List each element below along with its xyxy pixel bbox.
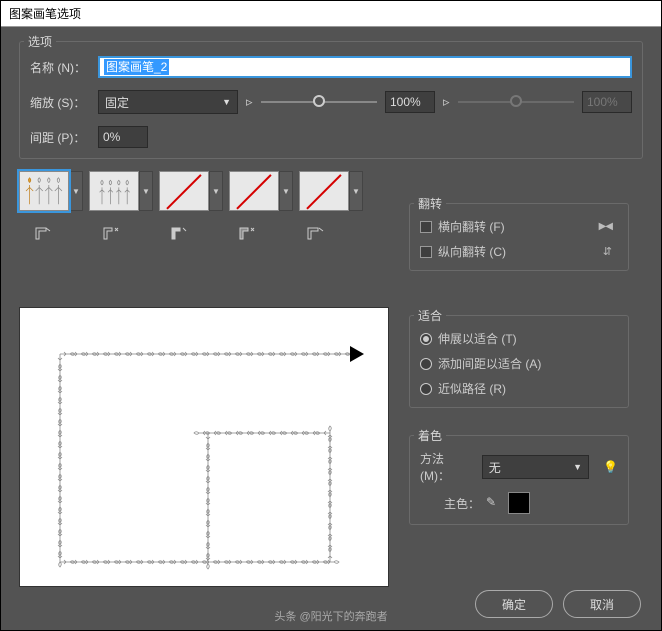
spacing-label: 间距 (P)： xyxy=(30,129,90,146)
watermark-text: 头条 @阳光下的奔跑者 xyxy=(274,608,387,624)
corner-type-5[interactable] xyxy=(303,223,327,245)
chevron-down-icon: ▼ xyxy=(573,462,582,472)
tile-end-dropdown[interactable]: ▼ xyxy=(349,171,363,211)
lightbulb-icon[interactable]: 💡 xyxy=(603,460,618,474)
tile-inner-corner[interactable]: ▼ xyxy=(159,171,223,211)
fit-stretch-radio[interactable] xyxy=(420,333,432,345)
scale-mode-select[interactable]: 固定 ▼ xyxy=(98,90,238,114)
corner-type-3[interactable] xyxy=(167,223,191,245)
name-value: 图案画笔_2 xyxy=(104,59,169,75)
slider-knob[interactable] xyxy=(313,95,325,107)
scale-label: 缩放 (S)： xyxy=(30,94,90,111)
method-label: 方法 (M)： xyxy=(420,450,476,484)
tile-inner-corner-dropdown[interactable]: ▼ xyxy=(209,171,223,211)
corner-type-1[interactable] xyxy=(31,223,55,245)
options-legend: 选项 xyxy=(24,33,56,50)
pattern-brush-options-dialog: 图案画笔选项 选项 名称 (N)： 图案画笔_2 缩放 (S)： 固定 ▼ ▹ xyxy=(0,0,662,631)
button-row: 确定 取消 xyxy=(475,590,641,618)
diagonal-none-icon xyxy=(167,174,201,208)
tile-end-thumb xyxy=(299,171,349,211)
preview-svg xyxy=(30,318,380,578)
slider-left-icon: ▹ xyxy=(246,94,253,110)
fit-approx-radio[interactable] xyxy=(420,383,432,395)
fit-space-row[interactable]: 添加间距以适合 (A) xyxy=(420,355,618,372)
tile-start[interactable]: ▼ xyxy=(229,171,293,211)
scale-mode-value: 固定 xyxy=(105,94,129,111)
titlebar: 图案画笔选项 xyxy=(1,1,661,27)
scale-row: 缩放 (S)： 固定 ▼ ▹ 100% ▹ 10 xyxy=(30,90,632,114)
colorize-legend: 着色 xyxy=(414,427,446,444)
name-input[interactable]: 图案画笔_2 xyxy=(98,56,632,78)
arrowhead-icon xyxy=(350,346,364,362)
tile-inner-corner-thumb xyxy=(159,171,209,211)
flip-horiz-icon: ▶◀ xyxy=(599,221,612,232)
dialog-title: 图案画笔选项 xyxy=(9,7,81,21)
tile-outer-corner-thumb xyxy=(89,171,139,211)
flip-horiz-checkbox[interactable] xyxy=(420,221,432,233)
tile-side-thumb xyxy=(19,171,69,211)
scale-slider-1[interactable] xyxy=(261,101,377,103)
keycolor-row: 主色： ✎ xyxy=(420,492,618,514)
flip-fieldset: 翻转 横向翻转 (F) ▶◀ 纵向翻转 (C) ⇵ xyxy=(409,203,629,271)
scale-value-1[interactable]: 100% xyxy=(385,91,435,113)
fit-stretch-row[interactable]: 伸展以适合 (T) xyxy=(420,330,618,347)
fit-legend: 适合 xyxy=(414,307,446,324)
keycolor-swatch[interactable] xyxy=(508,492,530,514)
diagonal-none-icon xyxy=(307,174,341,208)
keycolor-label: 主色： xyxy=(444,495,480,512)
name-label: 名称 (N)： xyxy=(30,59,90,76)
brush-preview xyxy=(19,307,389,587)
fit-space-radio[interactable] xyxy=(420,358,432,370)
tile-start-dropdown[interactable]: ▼ xyxy=(279,171,293,211)
tile-side[interactable]: ▼ xyxy=(19,171,83,211)
tile-start-thumb xyxy=(229,171,279,211)
chevron-down-icon: ▼ xyxy=(222,97,231,107)
ok-button[interactable]: 确定 xyxy=(475,590,553,618)
slider-left-icon-2: ▹ xyxy=(443,94,450,110)
flip-horiz-row[interactable]: 横向翻转 (F) ▶◀ xyxy=(420,218,618,235)
flip-vert-checkbox[interactable] xyxy=(420,246,432,258)
method-value: 无 xyxy=(489,459,501,476)
cancel-button[interactable]: 取消 xyxy=(563,590,641,618)
flip-horiz-label: 横向翻转 (F) xyxy=(438,218,505,235)
flip-vert-icon: ⇵ xyxy=(603,245,612,258)
tile-side-dropdown[interactable]: ▼ xyxy=(69,171,83,211)
scale-value-2: 100% xyxy=(582,91,632,113)
flip-vert-label: 纵向翻转 (C) xyxy=(438,243,506,260)
fit-approx-label: 近似路径 (R) xyxy=(438,380,506,397)
fit-stretch-label: 伸展以适合 (T) xyxy=(438,330,517,347)
scale-slider-2 xyxy=(458,101,574,103)
method-row: 方法 (M)： 无 ▼ 💡 xyxy=(420,450,618,484)
slider-track xyxy=(261,101,377,103)
spacing-input[interactable]: 0% xyxy=(98,126,148,148)
fit-fieldset: 适合 伸展以适合 (T) 添加间距以适合 (A) 近似路径 (R) xyxy=(409,315,629,408)
flip-legend: 翻转 xyxy=(414,195,446,212)
tile-end[interactable]: ▼ xyxy=(299,171,363,211)
tile-outer-corner-dropdown[interactable]: ▼ xyxy=(139,171,153,211)
slider-knob-disabled xyxy=(510,95,522,107)
dialog-content: 选项 名称 (N)： 图案画笔_2 缩放 (S)： 固定 ▼ ▹ xyxy=(1,27,661,630)
tile-outer-corner[interactable]: ▼ xyxy=(89,171,153,211)
diagonal-none-icon xyxy=(237,174,271,208)
eyedropper-icon[interactable]: ✎ xyxy=(486,495,502,511)
corner-type-2[interactable] xyxy=(99,223,123,245)
options-fieldset: 选项 名称 (N)： 图案画笔_2 缩放 (S)： 固定 ▼ ▹ xyxy=(19,41,643,159)
name-row: 名称 (N)： 图案画笔_2 xyxy=(30,56,632,78)
flip-vert-row[interactable]: 纵向翻转 (C) ⇵ xyxy=(420,243,618,260)
method-select[interactable]: 无 ▼ xyxy=(482,455,589,479)
fit-approx-row[interactable]: 近似路径 (R) xyxy=(420,380,618,397)
slider-track-disabled xyxy=(458,101,574,103)
corner-type-4[interactable] xyxy=(235,223,259,245)
spacing-row: 间距 (P)： 0% xyxy=(30,126,632,148)
fit-space-label: 添加间距以适合 (A) xyxy=(438,355,541,372)
colorize-fieldset: 着色 方法 (M)： 无 ▼ 💡 主色： ✎ xyxy=(409,435,629,525)
